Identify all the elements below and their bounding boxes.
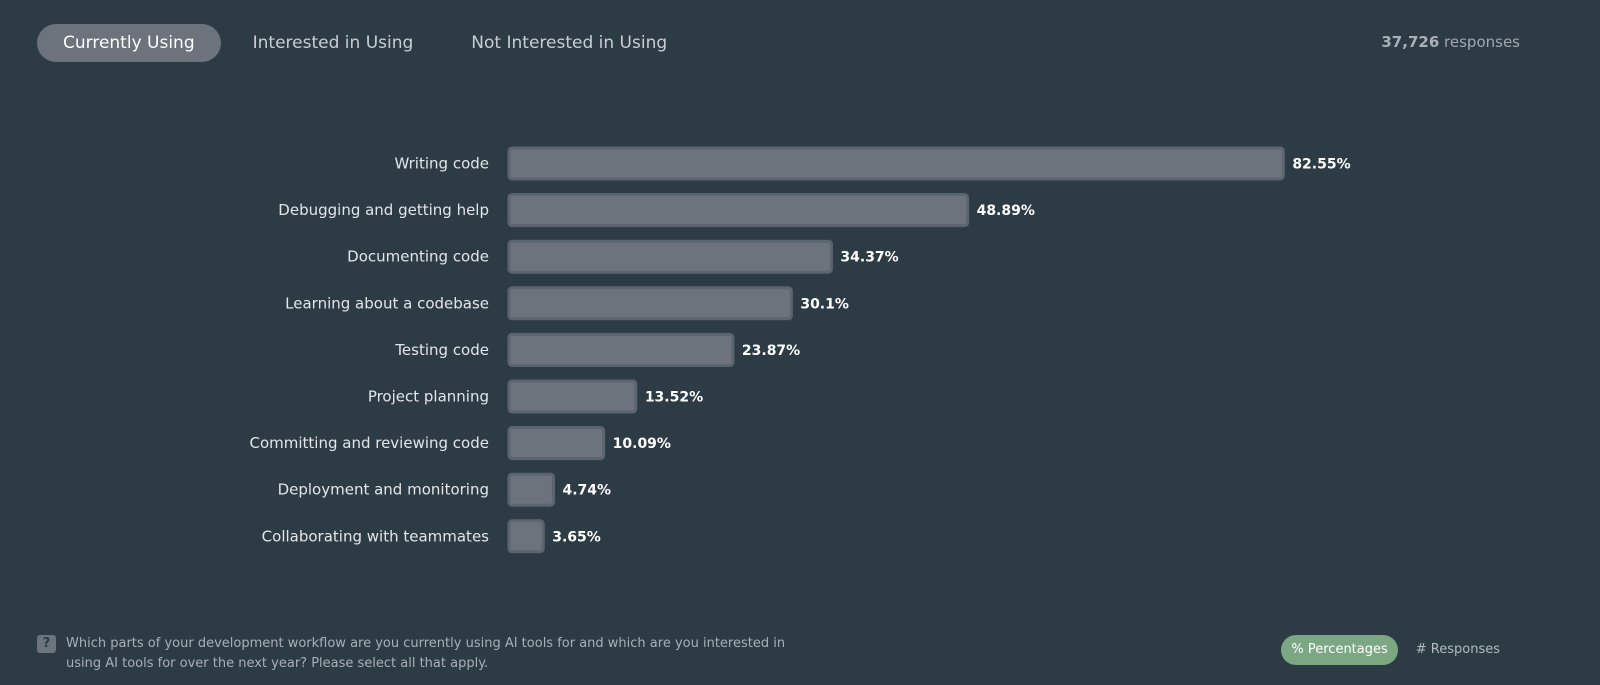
question-icon[interactable]: ? xyxy=(37,635,56,653)
value-label: 10.09% xyxy=(613,436,671,452)
tab-currently-using[interactable]: Currently Using xyxy=(37,24,221,62)
category-label: Deployment and monitoring xyxy=(278,481,489,499)
bar[interactable] xyxy=(507,146,1285,181)
bar[interactable] xyxy=(507,193,970,228)
category-label: Writing code xyxy=(394,155,489,173)
display-toggle: % Percentages # Responses xyxy=(1281,635,1510,665)
category-label: Committing and reviewing code xyxy=(249,434,489,452)
value-label: 48.89% xyxy=(977,203,1035,219)
bar[interactable] xyxy=(507,239,833,274)
responses-label: responses xyxy=(1444,33,1520,51)
value-label: 4.74% xyxy=(562,483,611,499)
responses-number: 37,726 xyxy=(1381,33,1440,51)
category-label: Learning about a codebase xyxy=(285,294,489,312)
value-label: 23.87% xyxy=(742,343,800,359)
responses-count: 37,726 responses xyxy=(1381,33,1520,51)
value-label: 3.65% xyxy=(552,529,601,545)
bar[interactable] xyxy=(507,519,545,554)
category-label: Collaborating with teammates xyxy=(262,527,489,545)
category-label: Project planning xyxy=(368,388,489,406)
bar[interactable] xyxy=(507,379,638,414)
category-label: Documenting code xyxy=(347,248,489,266)
category-label: Testing code xyxy=(394,341,489,359)
value-label: 30.1% xyxy=(800,296,849,312)
question-text: Which parts of your development workflow… xyxy=(66,636,786,671)
value-label: 82.55% xyxy=(1292,157,1350,173)
tab-not-interested-in-using[interactable]: Not Interested in Using xyxy=(471,33,668,53)
bar[interactable] xyxy=(507,286,793,321)
tab-interested-in-using[interactable]: Interested in Using xyxy=(252,33,414,53)
category-label: Debugging and getting help xyxy=(278,201,489,219)
percentages-toggle-button[interactable]: % Percentages xyxy=(1281,635,1398,665)
bar[interactable] xyxy=(507,332,735,367)
value-label: 34.37% xyxy=(840,250,898,266)
tab-bar: Currently Using Interested in Using Not … xyxy=(37,24,693,62)
responses-toggle-button[interactable]: # Responses xyxy=(1415,642,1500,657)
value-label: 13.52% xyxy=(645,390,703,406)
question-block: ? Which parts of your development workfl… xyxy=(37,634,786,674)
bar[interactable] xyxy=(507,426,606,461)
bar[interactable] xyxy=(507,472,555,507)
